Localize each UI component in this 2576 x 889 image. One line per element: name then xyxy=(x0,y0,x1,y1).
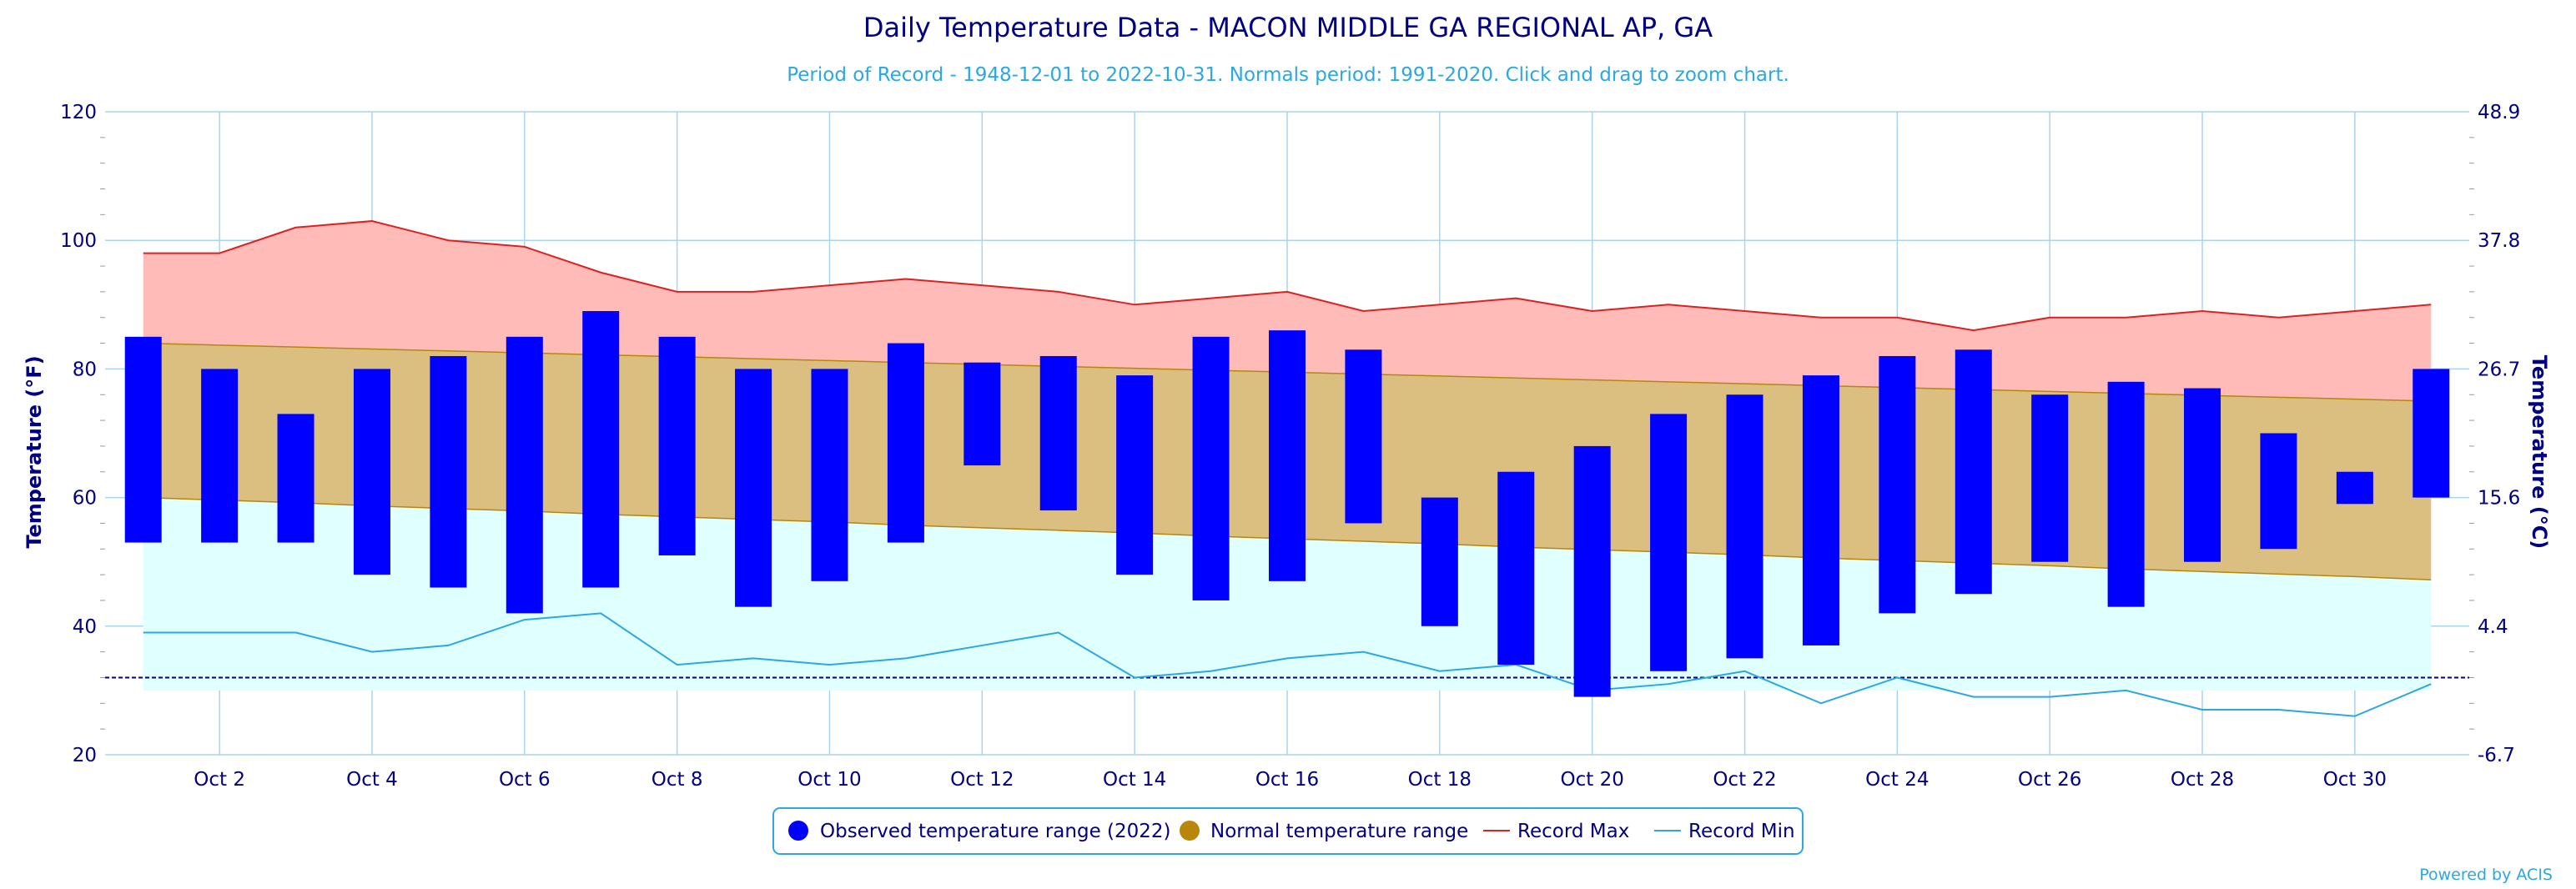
x-axis: Oct 2 Oct 4 Oct 6 Oct 8 Oct 10 Oct 12 Oct 14 Oc… xyxy=(194,769,2387,791)
record-min-line xyxy=(143,612,2432,717)
record-lines xyxy=(143,220,2432,717)
legend-item-record-max[interactable]: Record Max xyxy=(1483,821,1629,842)
y-tick-label-right: 15.6 xyxy=(2478,488,2520,510)
x-tick-label: Oct 18 xyxy=(1408,769,1472,791)
observed-bar-oct-6[interactable] xyxy=(506,336,543,614)
x-tick-label: Oct 16 xyxy=(1255,769,1319,791)
x-tick-label: Oct 26 xyxy=(2018,769,2081,791)
observed-bars[interactable] xyxy=(124,311,2450,697)
observed-bar-oct-10[interactable] xyxy=(811,369,848,581)
observed-bar-oct-19[interactable] xyxy=(1497,471,1535,665)
observed-bar-oct-13[interactable] xyxy=(1039,355,1077,511)
record-max-band xyxy=(143,221,2432,401)
legend-label-record-max: Record Max xyxy=(1517,821,1629,842)
x-tick-label: Oct 14 xyxy=(1103,769,1166,791)
observed-bar-oct-3[interactable] xyxy=(277,414,314,543)
observed-bar-oct-2[interactable] xyxy=(201,369,239,543)
x-tick-label: Oct 8 xyxy=(652,769,703,791)
y-axis-title-right: Temperature (°C) xyxy=(2528,355,2551,550)
x-tick-label: Oct 30 xyxy=(2323,769,2387,791)
observed-bar-oct-28[interactable] xyxy=(2184,388,2221,562)
below-normal-band xyxy=(143,497,2432,691)
legend-label-record-min: Record Min xyxy=(1688,821,1795,842)
legend: Observed temperature range (2022) Normal… xyxy=(772,807,1804,855)
y-tick-label-left: 20 xyxy=(73,745,97,766)
legend-item-record-min[interactable]: Record Min xyxy=(1654,821,1795,842)
observed-bar-oct-14[interactable] xyxy=(1116,375,1154,575)
observed-bar-oct-25[interactable] xyxy=(1955,349,1992,595)
y-tick-label-right: 48.9 xyxy=(2478,102,2520,123)
observed-bar-oct-12[interactable] xyxy=(963,362,1001,466)
legend-label-observed: Observed temperature range (2022) xyxy=(820,821,1171,842)
y-tick-label-right: -6.7 xyxy=(2478,745,2515,766)
y-tick-label-right: 37.8 xyxy=(2478,230,2520,252)
x-tick-label: Oct 2 xyxy=(194,769,245,791)
y-axis-left: 20 40 60 80 100 120 xyxy=(60,102,97,766)
chart-subtitle: Period of Record - 1948-12-01 to 2022-10… xyxy=(787,64,1789,86)
y-tick-label-right: 26.7 xyxy=(2478,359,2520,380)
legend-marker-normal xyxy=(1180,821,1200,841)
record-max-line xyxy=(143,220,2432,332)
x-tick-label: Oct 10 xyxy=(797,769,861,791)
legend-frame xyxy=(772,807,1804,855)
y-tick-label-left: 100 xyxy=(60,230,97,252)
x-tick-label: Oct 4 xyxy=(346,769,398,791)
observed-bar-oct-20[interactable] xyxy=(1573,445,1611,697)
observed-bar-oct-23[interactable] xyxy=(1802,375,1839,645)
observed-bar-oct-22[interactable] xyxy=(1726,394,1763,659)
y-tick-label-left: 40 xyxy=(73,616,97,638)
observed-bar-oct-16[interactable] xyxy=(1269,330,1306,581)
y-axis-right: -6.7 4.4 15.6 26.7 37.8 48.9 xyxy=(2478,102,2520,766)
legend-marker-observed xyxy=(788,821,808,841)
observed-bar-oct-27[interactable] xyxy=(2107,381,2145,607)
observed-bar-oct-8[interactable] xyxy=(658,336,696,555)
observed-bar-oct-18[interactable] xyxy=(1421,497,1458,626)
y-tick-label-left: 60 xyxy=(73,488,97,510)
observed-bar-oct-31[interactable] xyxy=(2412,369,2450,498)
x-tick-label: Oct 28 xyxy=(2171,769,2234,791)
y-tick-label-left: 120 xyxy=(60,102,97,123)
observed-bar-oct-7[interactable] xyxy=(582,311,620,588)
observed-bar-oct-26[interactable] xyxy=(2031,394,2069,562)
x-tick-label: Oct 12 xyxy=(950,769,1014,791)
observed-bar-oct-17[interactable] xyxy=(1345,349,1382,524)
x-tick-label: Oct 20 xyxy=(1560,769,1623,791)
observed-bar-oct-9[interactable] xyxy=(735,369,772,607)
x-tick-label: Oct 22 xyxy=(1713,769,1776,791)
x-tick-label: Oct 24 xyxy=(1865,769,1929,791)
observed-bar-oct-11[interactable] xyxy=(887,343,924,543)
y-tick-label-left: 80 xyxy=(73,359,97,380)
observed-bar-oct-5[interactable] xyxy=(430,355,467,588)
y-tick-label-right: 4.4 xyxy=(2478,616,2508,638)
observed-bar-oct-15[interactable] xyxy=(1192,336,1230,600)
x-tick-label: Oct 6 xyxy=(499,769,551,791)
legend-label-normal: Normal temperature range xyxy=(1210,821,1468,842)
legend-item-observed[interactable]: Observed temperature range (2022) xyxy=(788,821,1171,842)
observed-bar-oct-21[interactable] xyxy=(1650,414,1688,671)
observed-bar-oct-1[interactable] xyxy=(124,336,162,543)
y-axis-title-left: Temperature (°F) xyxy=(23,355,46,548)
observed-bar-oct-24[interactable] xyxy=(1879,355,1916,614)
chart-title: Daily Temperature Data - MACON MIDDLE GA… xyxy=(863,12,1713,43)
observed-bar-oct-4[interactable] xyxy=(353,369,390,575)
observed-bar-oct-30[interactable] xyxy=(2336,471,2373,505)
legend-item-normal[interactable]: Normal temperature range xyxy=(1180,821,1468,842)
observed-bar-oct-29[interactable] xyxy=(2260,433,2297,550)
credit-text[interactable]: Powered by ACIS xyxy=(2419,866,2553,884)
